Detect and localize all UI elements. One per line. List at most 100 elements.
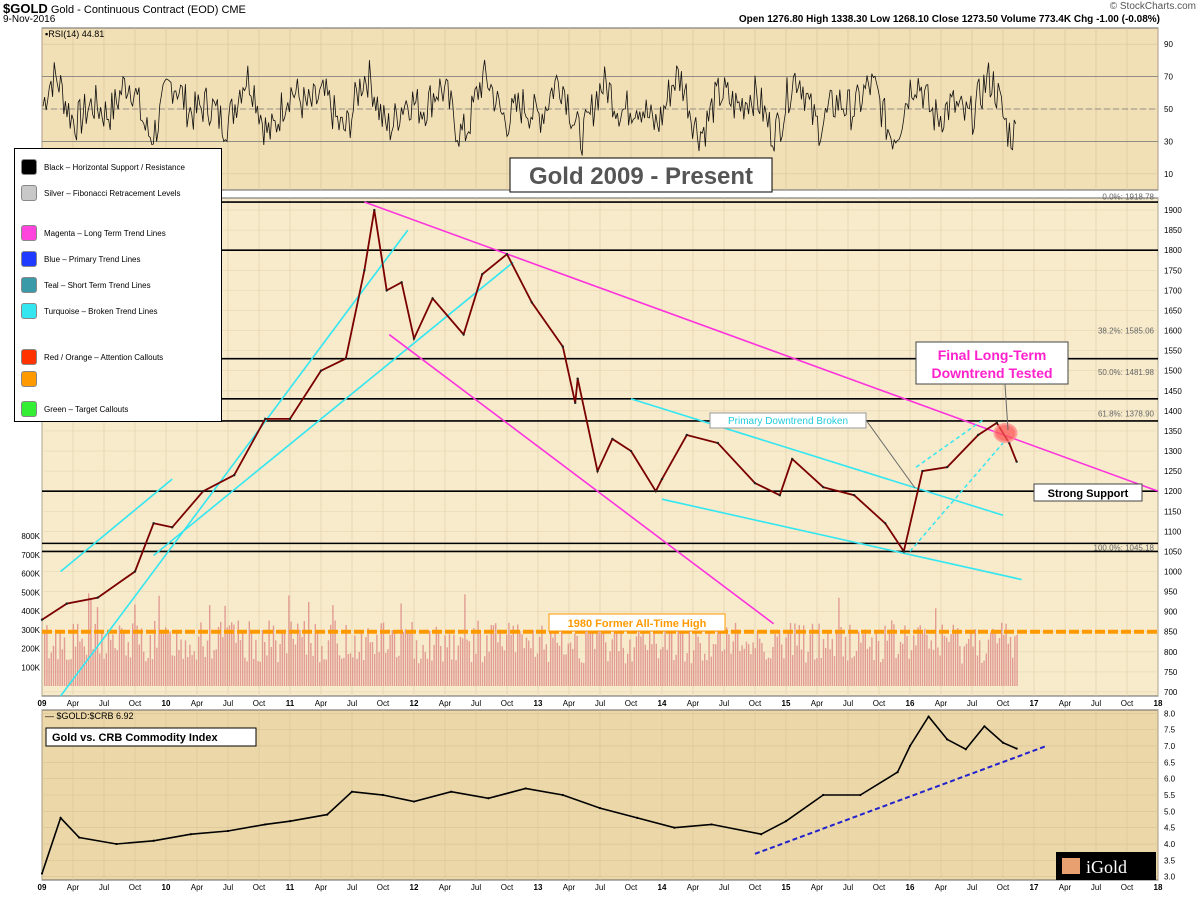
gold-price-point bbox=[40, 618, 44, 621]
volume-bar bbox=[992, 628, 994, 686]
volume-bar bbox=[393, 633, 396, 686]
volume-bar bbox=[836, 631, 838, 686]
volume-bar bbox=[237, 620, 239, 686]
price-y-tick: 1100 bbox=[1164, 527, 1182, 536]
volume-bar bbox=[578, 658, 580, 686]
ratio-y-tick: 6.5 bbox=[1164, 758, 1176, 767]
volume-bar bbox=[459, 636, 462, 686]
volume-bar bbox=[869, 646, 871, 686]
ohlc-readout: Open 1276.80 High 1338.30 Low 1268.10 Cl… bbox=[738, 14, 1160, 25]
fibonacci-label: 61.8%: 1378.90 bbox=[1098, 409, 1155, 418]
x-tick-label: Jul bbox=[223, 699, 233, 708]
ratio-point bbox=[59, 816, 62, 819]
ratio-y-tick: 5.0 bbox=[1164, 807, 1176, 816]
volume-bar bbox=[470, 662, 473, 686]
volume-bar bbox=[633, 647, 635, 686]
volume-bar bbox=[147, 657, 149, 686]
x-tick-label: 14 bbox=[658, 883, 667, 892]
volume-bar bbox=[253, 658, 255, 686]
volume-bar bbox=[598, 631, 600, 686]
volume-bar bbox=[519, 631, 521, 686]
volume-bar bbox=[250, 632, 253, 686]
fibonacci-label: 0.0%: 1918.78 bbox=[1102, 193, 1154, 202]
legend-swatch bbox=[21, 371, 37, 387]
volume-bar bbox=[145, 661, 147, 686]
volume-bar bbox=[422, 644, 424, 686]
volume-bar bbox=[761, 643, 763, 686]
volume-bar bbox=[68, 659, 70, 686]
price-y-tick: 1150 bbox=[1164, 507, 1182, 516]
volume-bar bbox=[1009, 637, 1012, 686]
volume-bar bbox=[257, 661, 259, 686]
x-tick-label: Oct bbox=[749, 699, 762, 708]
volume-bar bbox=[908, 658, 910, 686]
price-y-tick: 1550 bbox=[1164, 347, 1182, 356]
x-tick-label: Jul bbox=[719, 699, 729, 708]
volume-bar bbox=[807, 651, 809, 686]
volume-bar bbox=[411, 621, 413, 686]
volume-bar bbox=[547, 661, 550, 686]
volume-bar bbox=[800, 649, 803, 686]
volume-bar bbox=[525, 637, 528, 686]
volume-bar bbox=[842, 656, 844, 686]
volume-bar bbox=[948, 641, 950, 686]
volume-bar bbox=[380, 623, 382, 686]
volume-bar bbox=[354, 635, 356, 686]
volume-bar bbox=[809, 634, 811, 686]
price-y-tick: 700 bbox=[1164, 688, 1178, 697]
volume-bar bbox=[497, 642, 499, 686]
ratio-point bbox=[412, 800, 416, 803]
volume-bar bbox=[862, 634, 864, 686]
volume-bar bbox=[671, 630, 673, 686]
volume-bar bbox=[613, 624, 616, 686]
volume-bar bbox=[343, 657, 345, 686]
volume-bar bbox=[244, 657, 246, 686]
volume-bar bbox=[481, 662, 484, 686]
header-date: 9-Nov-2016 bbox=[3, 14, 56, 25]
volume-bar bbox=[50, 652, 52, 686]
volume-bar bbox=[79, 641, 81, 686]
volume-bar bbox=[48, 658, 50, 686]
gold-price-point bbox=[385, 289, 388, 292]
volume-bar bbox=[231, 622, 233, 686]
legend-item: Turquoise – Broken Trend Lines bbox=[21, 301, 158, 321]
volume-bar bbox=[798, 625, 800, 686]
volume-bar bbox=[763, 651, 765, 686]
gold-price-point bbox=[822, 485, 825, 489]
volume-bar bbox=[1003, 635, 1005, 686]
volume-bar bbox=[752, 642, 754, 686]
ratio-y-tick: 4.0 bbox=[1164, 840, 1176, 849]
volume-bar bbox=[209, 605, 211, 686]
x-tick-label: Apr bbox=[811, 883, 824, 892]
volume-bar bbox=[895, 657, 897, 686]
x-tick-label: Apr bbox=[191, 699, 204, 708]
legend-item: Silver – Fibonacci Retracement Levels bbox=[21, 183, 181, 203]
volume-bar bbox=[673, 660, 675, 686]
gold-price-point bbox=[412, 337, 416, 340]
x-tick-label: Apr bbox=[563, 883, 576, 892]
gold-price-point bbox=[921, 469, 924, 473]
x-tick-label: Apr bbox=[563, 699, 576, 708]
rsi-y-tick: 70 bbox=[1164, 73, 1173, 82]
gold-price-point bbox=[596, 469, 599, 473]
volume-bar bbox=[70, 659, 72, 686]
ratio-point bbox=[896, 771, 899, 774]
volume-bar bbox=[1005, 623, 1007, 686]
ratio-point bbox=[784, 820, 788, 823]
volume-bar bbox=[220, 621, 222, 686]
volume-bar bbox=[583, 663, 585, 686]
volume-bar bbox=[734, 622, 737, 686]
volume-bar bbox=[356, 658, 358, 686]
volume-bar bbox=[792, 655, 794, 686]
gold-price-point bbox=[884, 522, 887, 525]
volume-bar bbox=[732, 641, 734, 686]
gold-price-point bbox=[1015, 460, 1018, 463]
x-tick-label: 10 bbox=[162, 883, 171, 892]
volume-bar bbox=[63, 637, 66, 686]
x-tick-label: 15 bbox=[782, 699, 791, 708]
volume-bar bbox=[701, 660, 704, 686]
gold-price-point bbox=[654, 489, 657, 493]
volume-bar bbox=[264, 641, 266, 686]
ratio-y-tick: 4.5 bbox=[1164, 824, 1176, 833]
x-tick-label: Oct bbox=[1121, 699, 1134, 708]
